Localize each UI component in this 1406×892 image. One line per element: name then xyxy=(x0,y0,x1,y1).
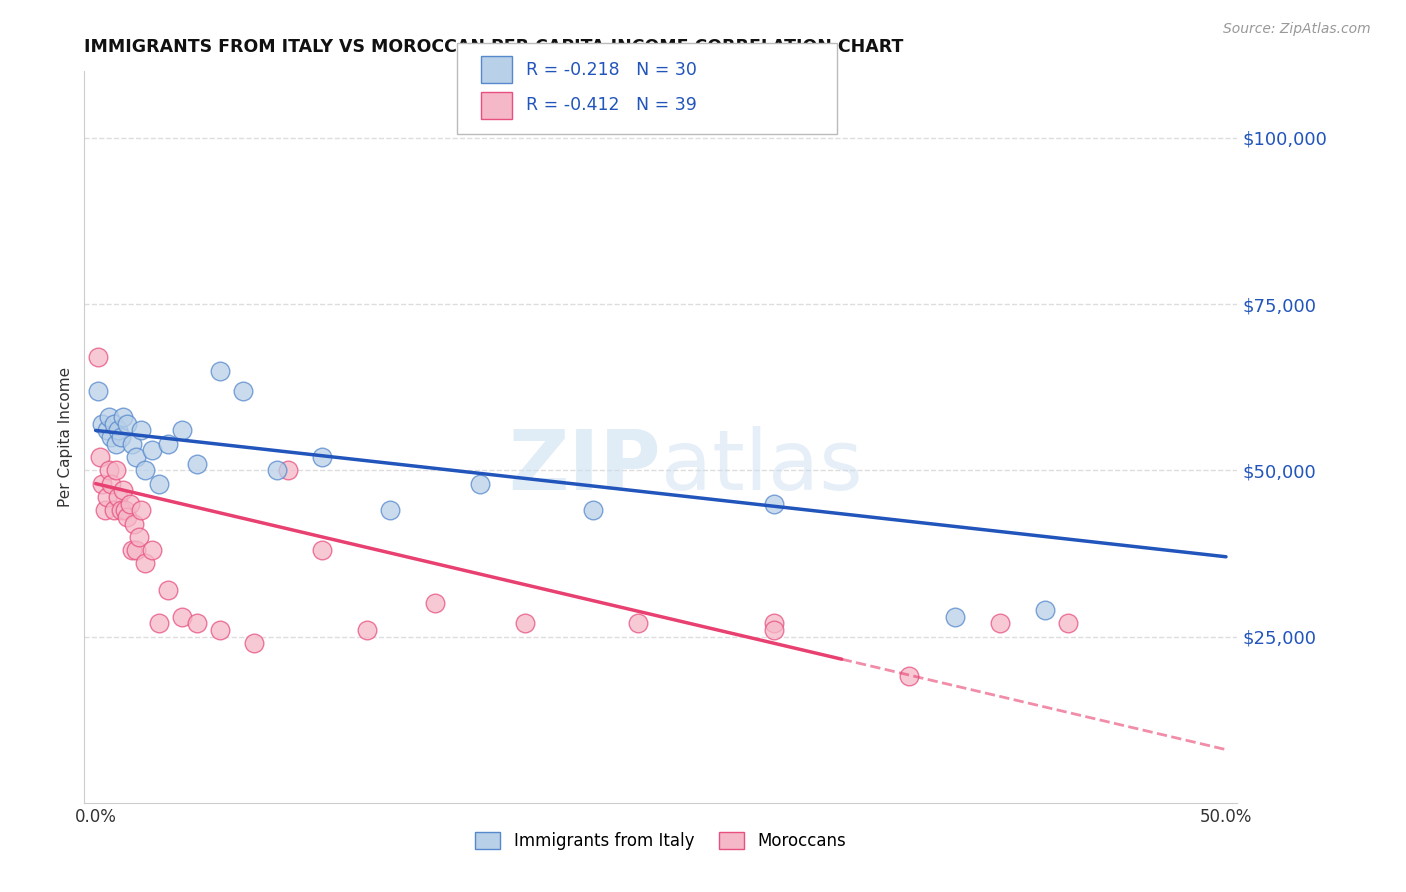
Point xyxy=(277,463,299,477)
Point xyxy=(134,463,156,477)
Point xyxy=(125,543,148,558)
Point xyxy=(87,384,110,398)
Point xyxy=(170,424,193,438)
Point xyxy=(208,623,231,637)
Point xyxy=(110,430,132,444)
Point xyxy=(243,636,266,650)
Point xyxy=(103,417,125,431)
Point xyxy=(141,543,163,558)
Point xyxy=(96,424,118,438)
Point xyxy=(91,476,114,491)
Point xyxy=(93,503,115,517)
Point xyxy=(762,497,785,511)
Point xyxy=(117,417,139,431)
Point xyxy=(356,623,378,637)
Point xyxy=(91,417,114,431)
Point xyxy=(208,363,231,377)
Point xyxy=(125,450,148,464)
Point xyxy=(943,609,966,624)
Point xyxy=(107,424,129,438)
Point xyxy=(117,509,139,524)
Point xyxy=(105,463,128,477)
Point xyxy=(1056,616,1078,631)
Point xyxy=(107,490,129,504)
Text: atlas: atlas xyxy=(661,425,862,507)
Point xyxy=(156,436,179,450)
Point xyxy=(1033,603,1056,617)
Y-axis label: Per Capita Income: Per Capita Income xyxy=(58,367,73,508)
Point xyxy=(378,503,401,517)
Point xyxy=(311,450,333,464)
Point xyxy=(582,503,605,517)
Point xyxy=(111,483,134,498)
Point xyxy=(96,490,118,504)
Point xyxy=(128,530,150,544)
Point xyxy=(266,463,288,477)
Point xyxy=(627,616,650,631)
Point xyxy=(103,503,125,517)
Text: R = -0.412   N = 39: R = -0.412 N = 39 xyxy=(526,96,697,114)
Point xyxy=(89,450,111,464)
Point xyxy=(311,543,333,558)
Point xyxy=(100,476,122,491)
Text: Source: ZipAtlas.com: Source: ZipAtlas.com xyxy=(1223,22,1371,37)
Point xyxy=(148,616,170,631)
Point xyxy=(122,516,145,531)
Legend: Immigrants from Italy, Moroccans: Immigrants from Italy, Moroccans xyxy=(468,825,853,856)
Point xyxy=(98,410,121,425)
Point xyxy=(762,623,785,637)
Point xyxy=(232,384,254,398)
Point xyxy=(423,596,446,610)
Point xyxy=(762,616,785,631)
Point xyxy=(111,410,134,425)
Point xyxy=(141,443,163,458)
Point xyxy=(186,457,208,471)
Point xyxy=(186,616,208,631)
Point xyxy=(114,503,136,517)
Point xyxy=(129,503,152,517)
Point xyxy=(87,351,110,365)
Point xyxy=(156,582,179,597)
Point xyxy=(468,476,491,491)
Point xyxy=(988,616,1011,631)
Text: IMMIGRANTS FROM ITALY VS MOROCCAN PER CAPITA INCOME CORRELATION CHART: IMMIGRANTS FROM ITALY VS MOROCCAN PER CA… xyxy=(84,38,904,56)
Point xyxy=(121,436,143,450)
Point xyxy=(148,476,170,491)
Point xyxy=(170,609,193,624)
Point xyxy=(515,616,537,631)
Point xyxy=(118,497,141,511)
Point xyxy=(134,557,156,571)
Point xyxy=(129,424,152,438)
Point xyxy=(898,669,921,683)
Text: ZIP: ZIP xyxy=(509,425,661,507)
Point xyxy=(100,430,122,444)
Point xyxy=(98,463,121,477)
Point xyxy=(105,436,128,450)
Point xyxy=(121,543,143,558)
Point xyxy=(110,503,132,517)
Text: R = -0.218   N = 30: R = -0.218 N = 30 xyxy=(526,61,697,78)
